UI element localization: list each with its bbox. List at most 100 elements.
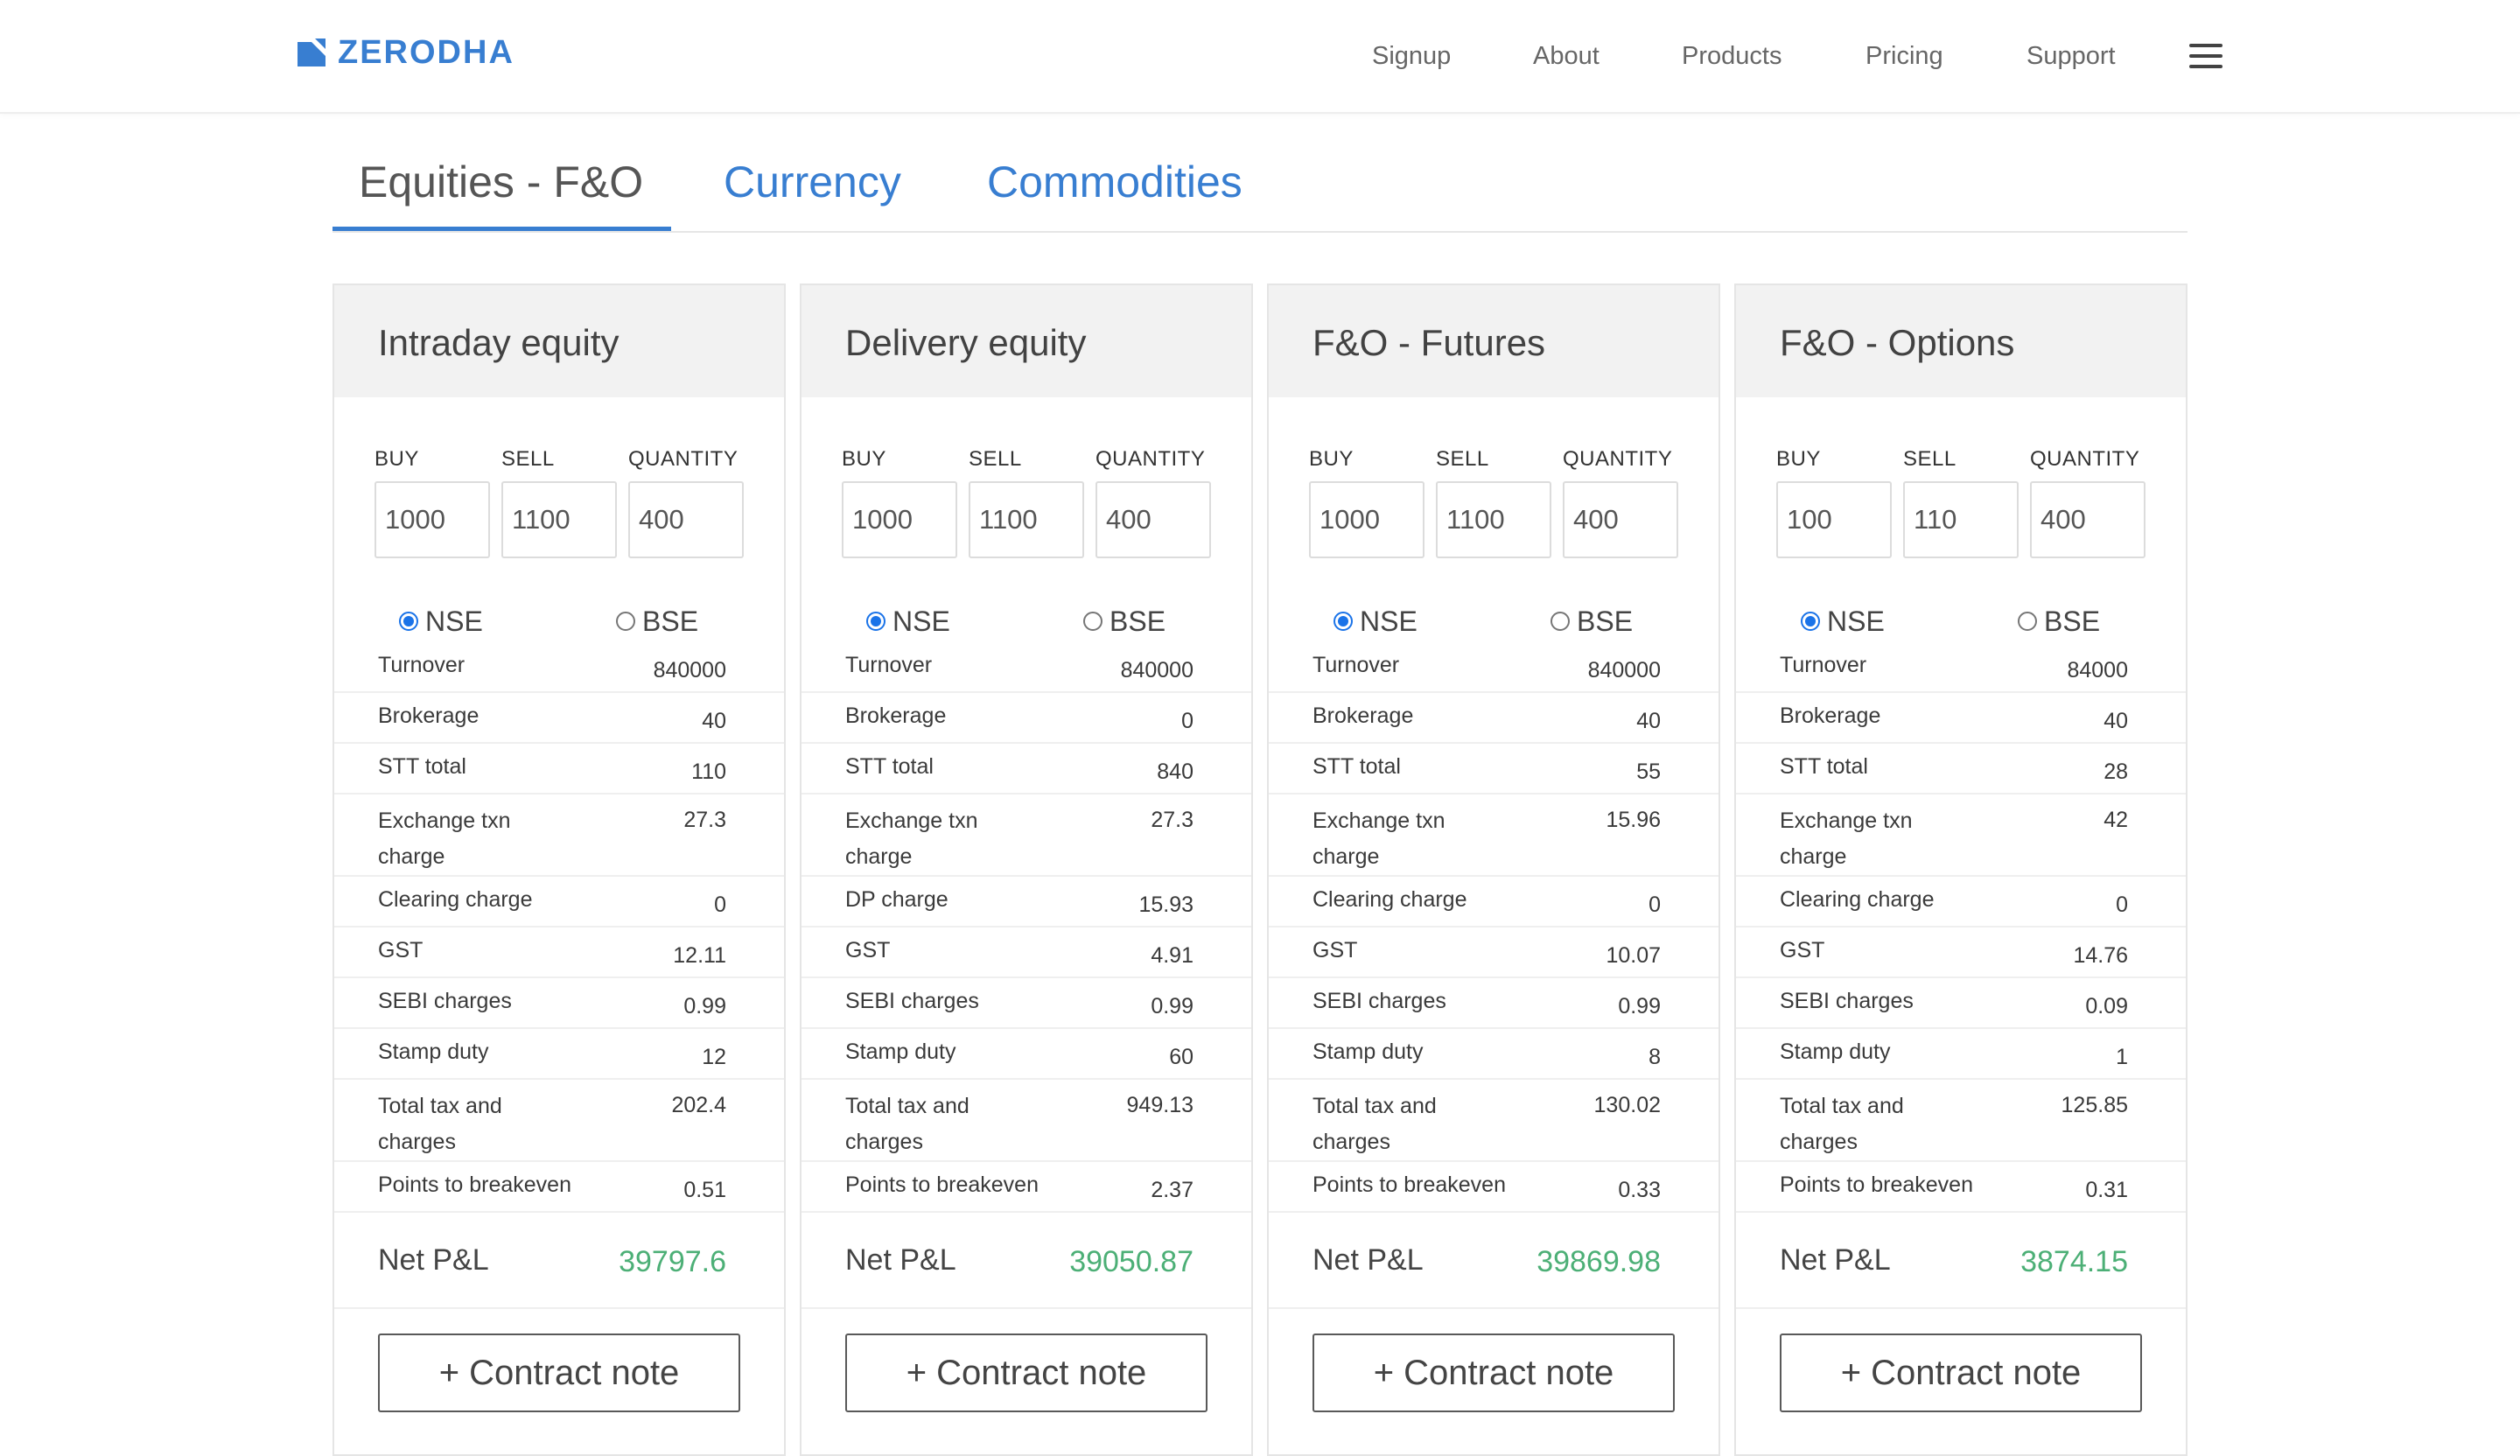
charge-value: 12.11: [673, 943, 726, 968]
buy-price-input[interactable]: [842, 481, 957, 558]
charge-row: Total tax and charges 125.85: [1736, 1080, 2186, 1162]
charge-row: STT total 28: [1736, 744, 2186, 794]
quantity-label: QUANTITY: [1563, 447, 1673, 471]
nse-radio[interactable]: NSE: [1801, 602, 1885, 640]
charge-label: Total tax and charges: [378, 1094, 502, 1154]
charge-row: Brokerage 40: [1736, 693, 2186, 744]
charge-value: 0.99: [1151, 994, 1194, 1018]
charge-label: Total tax and charges: [1780, 1094, 1904, 1154]
charge-value: 840000: [1120, 658, 1194, 682]
charge-label: Points to breakeven: [1312, 1172, 1506, 1197]
bse-radio[interactable]: BSE: [1550, 602, 1633, 640]
sell-price-input[interactable]: [1903, 481, 2019, 558]
quantity-input[interactable]: [1563, 481, 1678, 558]
charge-label: Exchange txn charge: [845, 808, 978, 869]
quantity-label: QUANTITY: [1096, 447, 1206, 471]
bse-radio-label: BSE: [1110, 606, 1166, 637]
contract-note-button[interactable]: + Contract note: [845, 1334, 1208, 1412]
tab-equities-fo[interactable]: Equities - F&O: [359, 158, 644, 206]
contract-note-button[interactable]: + Contract note: [1312, 1334, 1675, 1412]
brand-name: ZERODHA: [338, 34, 514, 71]
charge-row: Clearing charge 0: [1269, 877, 1718, 928]
buy-label: BUY: [842, 447, 886, 471]
buy-price-input[interactable]: [1309, 481, 1424, 558]
charges-table: Turnover 84000 Brokerage 40 STT total 28…: [1736, 642, 2186, 1213]
charge-row: Points to breakeven 0.51: [334, 1162, 784, 1213]
charge-value: 28: [2104, 760, 2128, 784]
charge-value: 0: [2116, 892, 2128, 917]
charge-value: 840: [1157, 760, 1194, 784]
charge-label: Clearing charge: [1312, 887, 1467, 912]
nse-radio-circle[interactable]: [866, 612, 886, 631]
nav-products[interactable]: Products: [1682, 42, 1782, 70]
charge-row: Points to breakeven 2.37: [802, 1162, 1251, 1213]
charges-table: Turnover 840000 Brokerage 40 STT total 1…: [334, 642, 784, 1213]
net-pl-value: 3874.15: [2020, 1245, 2128, 1278]
charge-row: GST 14.76: [1736, 928, 2186, 978]
nav-signup[interactable]: Signup: [1372, 42, 1452, 70]
charge-label: Stamp duty: [1780, 1040, 1891, 1064]
buy-price-input[interactable]: [1776, 481, 1892, 558]
sell-price-input[interactable]: [501, 481, 617, 558]
charge-label: Total tax and charges: [845, 1094, 970, 1154]
charge-row: SEBI charges 0.99: [1269, 978, 1718, 1029]
bse-radio[interactable]: BSE: [2018, 602, 2100, 640]
charge-value: 125.85: [2061, 1093, 2128, 1117]
charge-value: 55: [1636, 760, 1661, 784]
bse-radio[interactable]: BSE: [1083, 602, 1166, 640]
nse-radio-circle[interactable]: [1801, 612, 1820, 631]
bse-radio[interactable]: BSE: [616, 602, 698, 640]
charges-table: Turnover 840000 Brokerage 0 STT total 84…: [802, 642, 1251, 1213]
quantity-input[interactable]: [2030, 481, 2146, 558]
charge-value: 1: [2116, 1045, 2128, 1069]
zerodha-logo[interactable]: ZERODHA: [298, 34, 514, 71]
bse-radio-circle[interactable]: [1083, 612, 1102, 631]
nse-radio-circle[interactable]: [399, 612, 418, 631]
charge-label: Stamp duty: [845, 1040, 956, 1064]
charge-label: Stamp duty: [1312, 1040, 1424, 1064]
quantity-input[interactable]: [1096, 481, 1211, 558]
contract-note-button[interactable]: + Contract note: [378, 1334, 740, 1412]
charge-value: 0: [1181, 709, 1194, 733]
sell-price-input[interactable]: [1436, 481, 1551, 558]
nse-radio[interactable]: NSE: [866, 602, 950, 640]
bse-radio-circle[interactable]: [2018, 612, 2037, 631]
hamburger-menu-icon[interactable]: [2189, 42, 2222, 70]
nse-radio-circle[interactable]: [1334, 612, 1353, 631]
charge-value: 0: [714, 892, 726, 917]
charge-value: 0.99: [1618, 994, 1661, 1018]
tab-currency[interactable]: Currency: [724, 158, 901, 206]
charge-value: 84000: [2067, 658, 2128, 682]
charge-row: Exchange txn charge 27.3: [334, 794, 784, 877]
card-header: Delivery equity: [802, 285, 1251, 397]
sell-label: SELL: [969, 447, 1022, 471]
nav-about[interactable]: About: [1533, 42, 1600, 70]
charge-label: Brokerage: [378, 704, 480, 728]
charge-value: 0: [1648, 892, 1661, 917]
charge-row: Exchange txn charge 15.96: [1269, 794, 1718, 877]
nse-radio[interactable]: NSE: [399, 602, 483, 640]
charge-label: SEBI charges: [845, 989, 979, 1013]
nse-radio-label: NSE: [425, 606, 483, 637]
charge-label: Brokerage: [845, 704, 947, 728]
quantity-input[interactable]: [628, 481, 744, 558]
charge-value: 840000: [653, 658, 726, 682]
calculator-card: F&O - Futures BUY SELL QUANTITY NSE BSE …: [1267, 284, 1720, 1456]
net-pl-row: Net P&L 3874.15: [1736, 1211, 2186, 1309]
bse-radio-circle[interactable]: [1550, 612, 1570, 631]
buy-price-input[interactable]: [374, 481, 490, 558]
net-pl-value: 39050.87: [1069, 1245, 1194, 1278]
tab-commodities[interactable]: Commodities: [987, 158, 1242, 206]
charge-row: Stamp duty 8: [1269, 1029, 1718, 1080]
charge-value: 0.33: [1618, 1178, 1661, 1202]
nav-support[interactable]: Support: [2026, 42, 2116, 70]
bse-radio-circle[interactable]: [616, 612, 635, 631]
nav-pricing[interactable]: Pricing: [1866, 42, 1943, 70]
sell-price-input[interactable]: [969, 481, 1084, 558]
charge-row: Clearing charge 0: [1736, 877, 2186, 928]
calculator-card: Delivery equity BUY SELL QUANTITY NSE BS…: [800, 284, 1253, 1456]
net-pl-label: Net P&L: [845, 1243, 956, 1277]
buy-label: BUY: [374, 447, 419, 471]
nse-radio[interactable]: NSE: [1334, 602, 1418, 640]
contract-note-button[interactable]: + Contract note: [1780, 1334, 2142, 1412]
